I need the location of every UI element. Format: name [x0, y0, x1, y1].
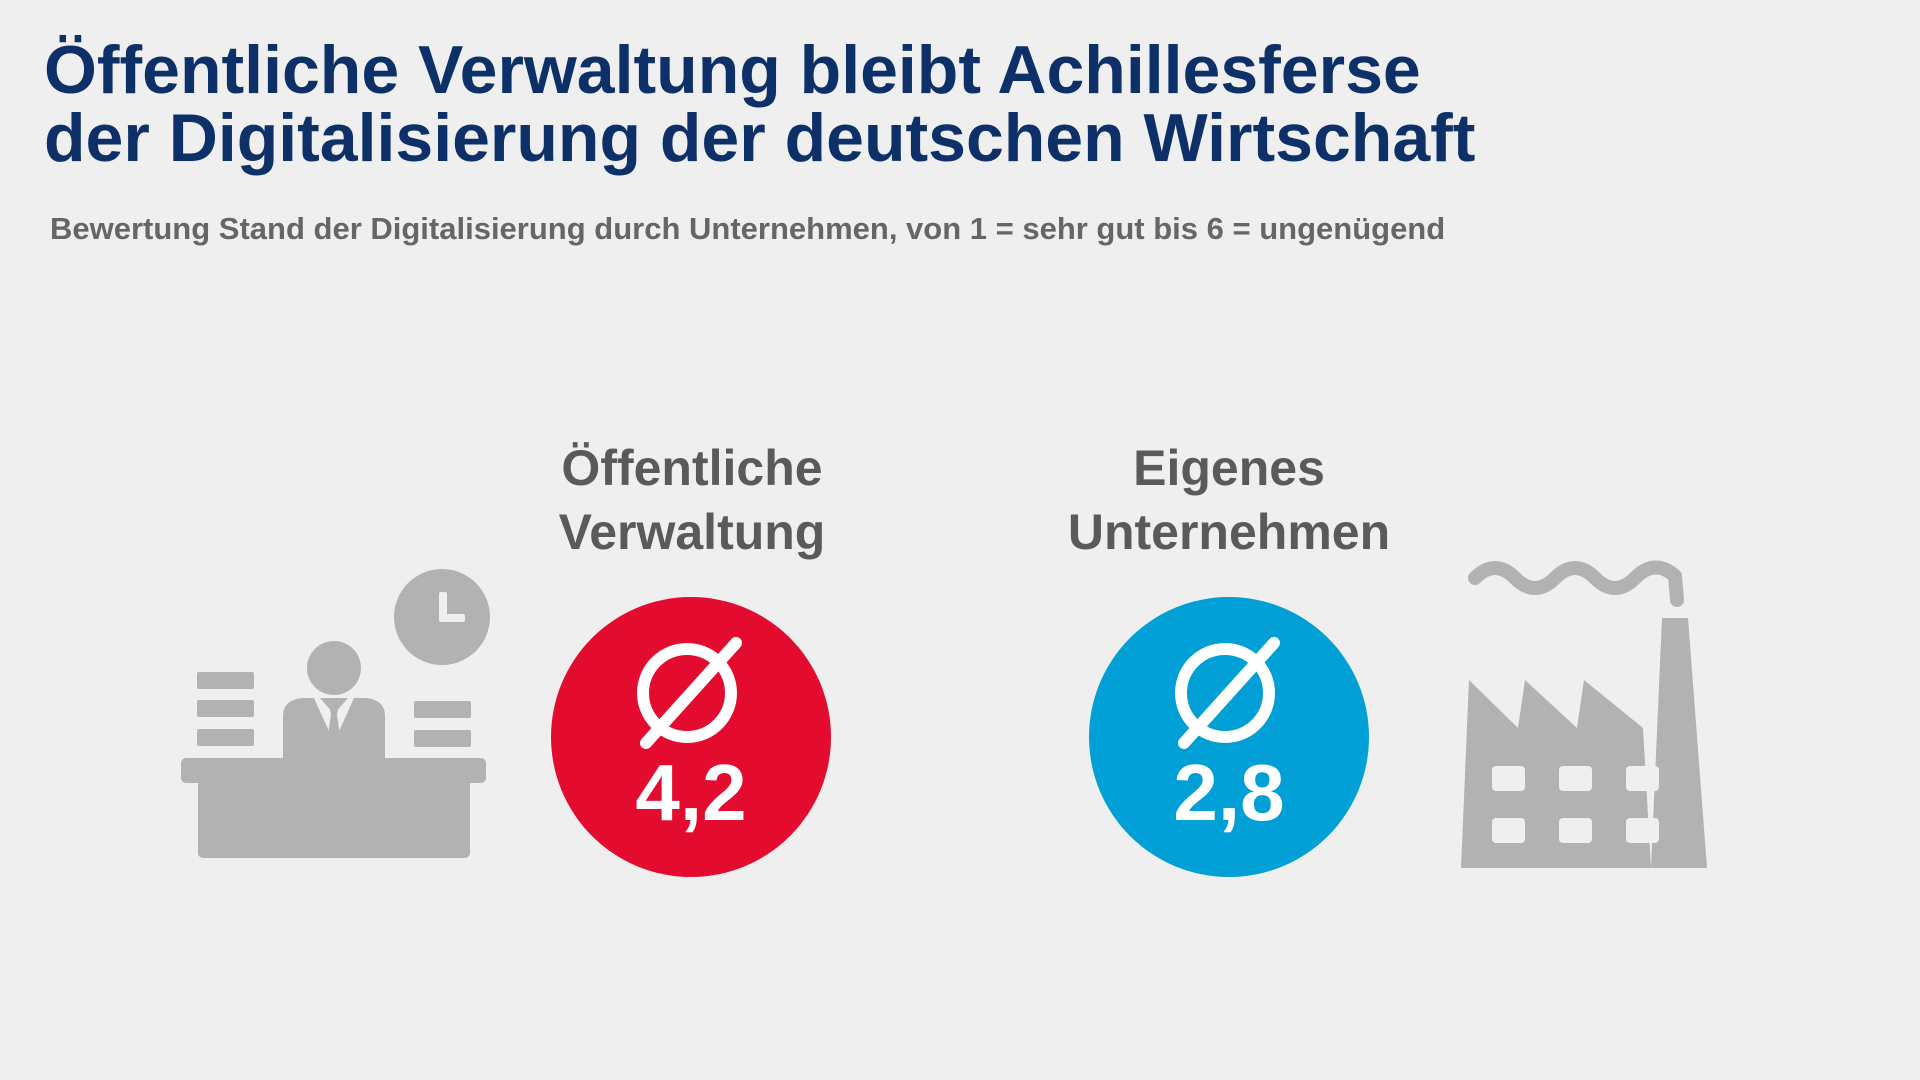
average-badge-eigenes-unternehmen: 2,8	[1089, 597, 1369, 877]
factory-icon	[1461, 560, 1707, 868]
page-subtitle: Bewertung Stand der Digitalisierung durc…	[50, 211, 1446, 246]
average-symbol-icon	[637, 637, 742, 749]
label-line-1: Eigenes	[1133, 440, 1325, 496]
average-value: 4,2	[635, 748, 747, 837]
office-desk-icon	[181, 569, 490, 858]
label-line-2: Verwaltung	[558, 504, 826, 560]
label-oeffentliche-verwaltung: Öffentliche Verwaltung	[482, 436, 902, 564]
average-symbol-icon	[1175, 637, 1280, 749]
average-value: 2,8	[1173, 748, 1285, 837]
average-badge-oeffentliche-verwaltung: 4,2	[551, 597, 831, 877]
label-eigenes-unternehmen: Eigenes Unternehmen	[1019, 436, 1439, 564]
title-line-2: der Digitalisierung der deutschen Wirtsc…	[44, 100, 1476, 176]
label-line-1: Öffentliche	[561, 440, 823, 496]
page-title: Öffentliche Verwaltung bleibt Achillesfe…	[44, 36, 1475, 172]
title-line-1: Öffentliche Verwaltung bleibt Achillesfe…	[44, 32, 1421, 108]
label-line-2: Unternehmen	[1067, 504, 1391, 560]
